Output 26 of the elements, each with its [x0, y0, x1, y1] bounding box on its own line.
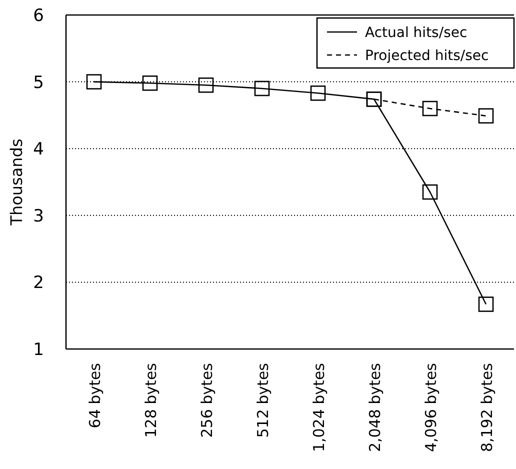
point — [86, 74, 102, 90]
x-tick-label: 64 bytes — [86, 362, 104, 428]
x-tick-label: 128 bytes — [142, 362, 160, 438]
y-tick-label: 3 — [33, 206, 44, 226]
y-tick-label: 1 — [33, 340, 44, 360]
x-tick-label: 1,024 bytes — [310, 362, 328, 452]
y-tick-label: 4 — [33, 140, 44, 160]
x-tick-label: 256 bytes — [198, 362, 216, 438]
point — [422, 184, 438, 200]
x-tick-label: 4,096 bytes — [422, 362, 440, 452]
point — [478, 108, 494, 124]
y-tick-label: 6 — [33, 6, 44, 26]
y-tick-label: 2 — [33, 273, 44, 294]
x-tick-label: 8,192 bytes — [478, 362, 496, 452]
point — [310, 86, 326, 101]
point — [198, 77, 214, 93]
legend-label: Projected hits/sec — [365, 48, 489, 64]
x-tick-label: 2,048 bytes — [366, 362, 384, 452]
x-tick-label: 512 bytes — [254, 362, 272, 438]
y-tick-label: 5 — [33, 72, 44, 93]
point — [478, 296, 494, 312]
legend-label: Actual hits/sec — [365, 24, 468, 41]
y-axis-title: Thousands — [7, 138, 26, 226]
point — [142, 75, 158, 91]
point — [254, 80, 270, 96]
point — [422, 100, 438, 116]
